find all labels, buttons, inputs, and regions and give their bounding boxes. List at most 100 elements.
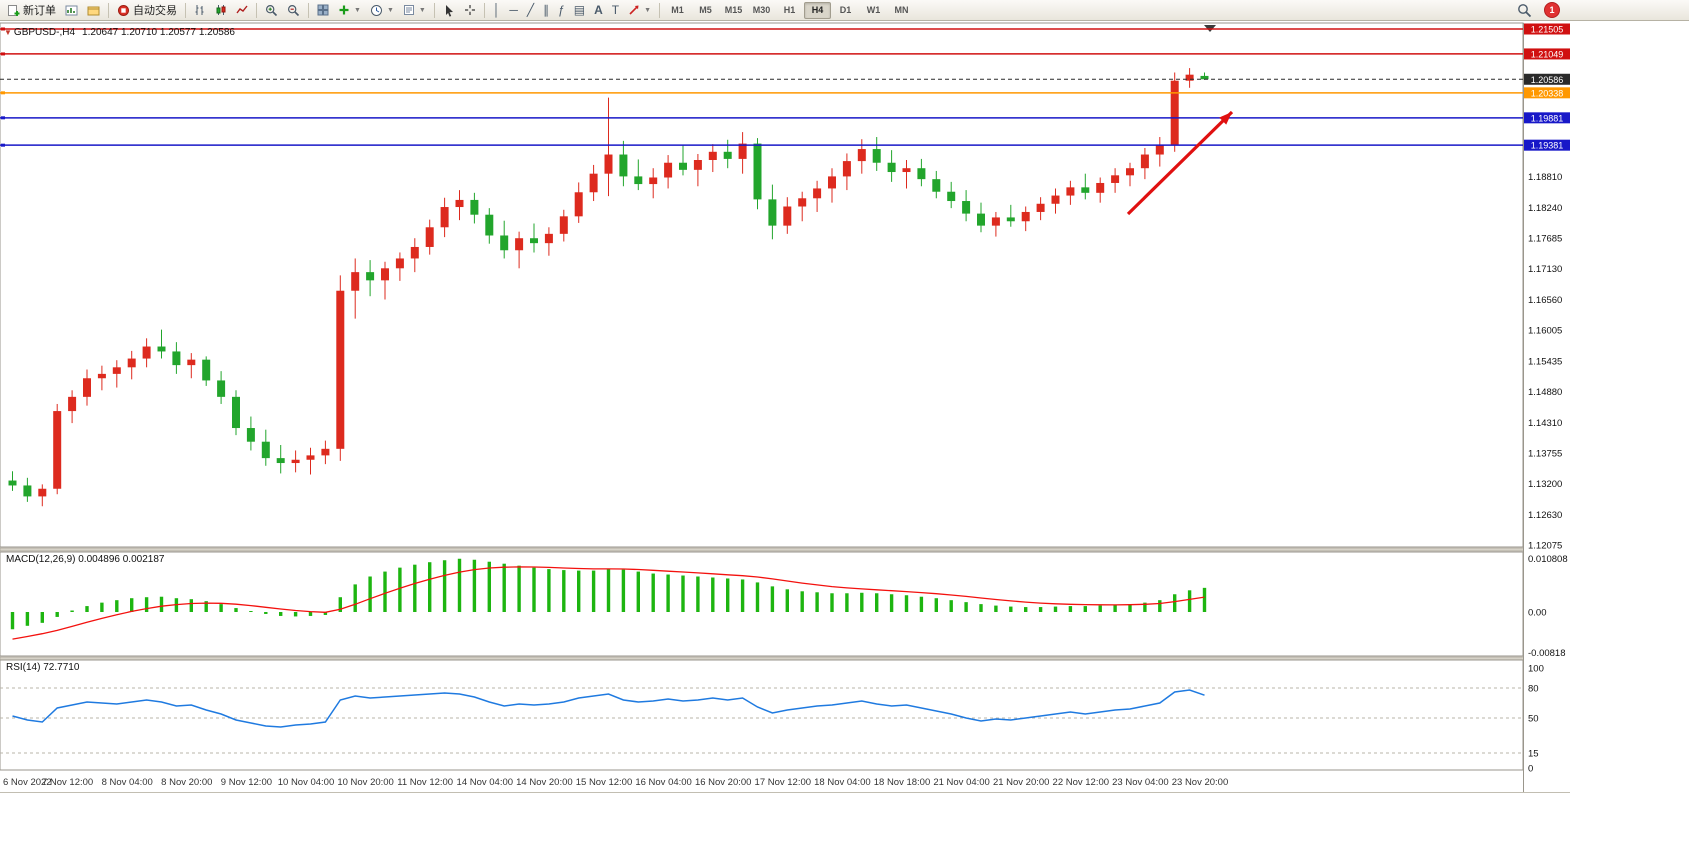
- time-tick-label: 8 Nov 20:00: [161, 777, 212, 788]
- candle-body: [634, 176, 643, 185]
- time-tick-label: 21 Nov 04:00: [933, 777, 990, 788]
- vertical-line-tool-button[interactable]: │: [489, 0, 505, 20]
- toolbar: 新订单 自动交易: [0, 0, 1689, 21]
- new-order-label: 新订单: [23, 5, 56, 17]
- time-tick-label: 22 Nov 12:00: [1053, 777, 1110, 788]
- search-icon[interactable]: [1517, 3, 1532, 18]
- line-anchor-handle[interactable]: [1, 52, 5, 56]
- zoom-in-button[interactable]: [261, 0, 282, 20]
- timeframe-m5[interactable]: M5: [699, 5, 712, 15]
- time-tick-label: 14 Nov 20:00: [516, 777, 573, 788]
- candle-body: [515, 238, 524, 251]
- price-tick-label: 1.14880: [1528, 387, 1562, 398]
- time-tick-label: 23 Nov 20:00: [1172, 777, 1229, 788]
- line-anchor-handle[interactable]: [1, 143, 5, 147]
- candle-body: [1036, 203, 1045, 212]
- rsi-panel[interactable]: [0, 659, 1524, 771]
- candle-body: [693, 159, 702, 170]
- candle-body: [902, 168, 911, 173]
- candle-body: [425, 227, 434, 247]
- price-tick-label: 1.16560: [1528, 295, 1562, 306]
- trend-arrow-line[interactable]: [1126, 110, 1234, 216]
- price-tick-label: 1.17130: [1528, 264, 1562, 275]
- dropdown-caret-icon: ▼: [418, 6, 426, 14]
- timeframe-h1[interactable]: H1: [783, 5, 796, 15]
- timeframe-w1[interactable]: W1: [866, 5, 881, 15]
- candle-body: [619, 154, 628, 177]
- fibonacci-tool-button[interactable]: ƒ: [554, 0, 569, 20]
- price-tick-label: 1.12075: [1528, 540, 1562, 551]
- timeframe-m15[interactable]: M15: [724, 5, 743, 15]
- timeframe-mn[interactable]: MN: [894, 5, 909, 15]
- trend-arrow-head[interactable]: [1219, 112, 1232, 125]
- price-tick-label: 1.13755: [1528, 448, 1562, 459]
- periods-button[interactable]: ▼: [366, 0, 398, 20]
- timeframe-d1[interactable]: D1: [839, 5, 852, 15]
- grid-tool-button[interactable]: ▤: [570, 0, 589, 20]
- candle-body: [157, 346, 166, 352]
- macd-axis-label: 0.010808: [1528, 554, 1568, 565]
- time-tick-label: 21 Nov 20:00: [993, 777, 1050, 788]
- candle-body: [947, 191, 956, 202]
- profiles-button[interactable]: [83, 0, 104, 20]
- clock-icon: [370, 4, 382, 16]
- candle-body: [559, 216, 568, 234]
- candle-body: [336, 290, 345, 449]
- macd-indicator: 0.010808 0.00 -0.00818: [10, 554, 1568, 659]
- tile-windows-icon: [317, 4, 329, 16]
- trendline-tool-button[interactable]: ╱: [523, 0, 538, 20]
- text-tool-button[interactable]: A: [590, 0, 607, 20]
- candle-body: [768, 199, 777, 226]
- timeframe-h4[interactable]: H4: [804, 1, 832, 19]
- candle-body: [664, 162, 673, 178]
- cursor-tool-button[interactable]: [439, 0, 459, 20]
- candle-body: [738, 143, 747, 159]
- candlesticks-button[interactable]: [211, 0, 231, 20]
- time-tick-label: 14 Nov 04:00: [457, 777, 514, 788]
- autotrade-button[interactable]: 自动交易: [113, 0, 181, 20]
- time-tick-label: 16 Nov 20:00: [695, 777, 752, 788]
- candle-body: [813, 188, 822, 199]
- tile-windows-button[interactable]: [313, 0, 333, 20]
- timeframe-m30[interactable]: M30: [752, 5, 771, 15]
- new-chart-button[interactable]: [61, 0, 82, 20]
- candle-body: [8, 480, 17, 486]
- new-chart-icon: [65, 5, 78, 15]
- time-axis[interactable]: [0, 771, 1523, 792]
- candle-body: [723, 151, 732, 159]
- crosshair-tool-button[interactable]: [460, 0, 480, 20]
- arrows-tool-button[interactable]: ▼: [624, 0, 655, 20]
- line-chart-button[interactable]: [232, 0, 252, 20]
- zoom-out-button[interactable]: [283, 0, 304, 20]
- line-anchor-handle[interactable]: [1, 27, 5, 31]
- candle-body: [1006, 217, 1015, 222]
- price-tick-label: 1.16005: [1528, 325, 1562, 336]
- horizontal-line-tool-button[interactable]: ─: [505, 0, 522, 20]
- candle-body: [842, 161, 851, 177]
- timeframe-m1[interactable]: M1: [671, 5, 684, 15]
- templates-button[interactable]: ▼: [399, 0, 430, 20]
- notification-badge[interactable]: 1: [1544, 2, 1560, 18]
- plot-area[interactable]: [0, 22, 1524, 548]
- new-order-button[interactable]: 新订单: [3, 0, 60, 20]
- toolbar-separator: [108, 2, 109, 18]
- line-anchor-handle[interactable]: [1, 116, 5, 120]
- candle-body: [83, 378, 91, 397]
- indicators-button[interactable]: ▼: [334, 0, 365, 20]
- rsi-axis-label: 100: [1528, 664, 1544, 675]
- text-label-tool-button[interactable]: T: [608, 0, 623, 20]
- candle-body: [306, 455, 315, 460]
- zoom-out-icon: [287, 4, 300, 16]
- price-marker-box: [1524, 87, 1570, 99]
- dropdown-caret-icon: ▼: [354, 6, 361, 14]
- candle-body: [530, 238, 538, 244]
- line-anchor-handle[interactable]: [1, 91, 5, 95]
- candlesticks: [8, 68, 1209, 507]
- time-tick-label: 18 Nov 18:00: [874, 777, 931, 788]
- trend-arrow-object[interactable]: [1126, 110, 1234, 216]
- channel-tool-button[interactable]: ∥: [539, 0, 553, 20]
- panel-separator[interactable]: [0, 547, 1571, 552]
- ohlc-bars-button[interactable]: [190, 0, 210, 20]
- candle-body: [381, 268, 389, 281]
